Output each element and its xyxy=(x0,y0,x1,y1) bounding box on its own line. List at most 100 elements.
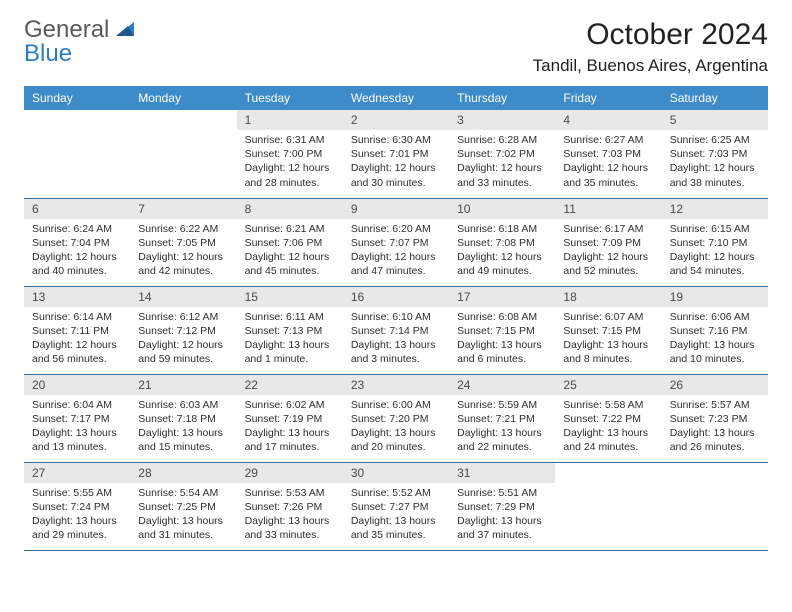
calendar-day-cell: 7Sunrise: 6:22 AMSunset: 7:05 PMDaylight… xyxy=(130,198,236,286)
sunrise-line: Sunrise: 5:55 AM xyxy=(32,487,112,499)
calendar-day-cell: 2Sunrise: 6:30 AMSunset: 7:01 PMDaylight… xyxy=(343,110,449,198)
sunset-line: Sunset: 7:29 PM xyxy=(457,501,535,513)
sunrise-line: Sunrise: 6:27 AM xyxy=(563,134,643,146)
daylight-line: Daylight: 12 hours and 45 minutes. xyxy=(245,251,330,277)
day-details: Sunrise: 6:00 AMSunset: 7:20 PMDaylight:… xyxy=(343,395,449,461)
sunrise-line: Sunrise: 6:10 AM xyxy=(351,311,431,323)
calendar-table: SundayMondayTuesdayWednesdayThursdayFrid… xyxy=(24,86,768,551)
calendar-empty-cell xyxy=(24,110,130,198)
month-title: October 2024 xyxy=(533,18,768,52)
day-number: 9 xyxy=(343,199,449,219)
daylight-line: Daylight: 13 hours and 37 minutes. xyxy=(457,515,542,541)
title-block: October 2024 Tandil, Buenos Aires, Argen… xyxy=(533,18,768,76)
sunset-line: Sunset: 7:04 PM xyxy=(32,237,110,249)
sunset-line: Sunset: 7:22 PM xyxy=(563,413,641,425)
day-details: Sunrise: 6:28 AMSunset: 7:02 PMDaylight:… xyxy=(449,130,555,196)
daylight-line: Daylight: 12 hours and 28 minutes. xyxy=(245,162,330,188)
daylight-line: Daylight: 13 hours and 1 minute. xyxy=(245,339,330,365)
sunrise-line: Sunrise: 6:28 AM xyxy=(457,134,537,146)
calendar-page: General Blue October 2024 Tandil, Buenos… xyxy=(0,0,792,551)
sunset-line: Sunset: 7:00 PM xyxy=(245,148,323,160)
day-number: 30 xyxy=(343,463,449,483)
calendar-day-cell: 13Sunrise: 6:14 AMSunset: 7:11 PMDayligh… xyxy=(24,286,130,374)
day-number: 27 xyxy=(24,463,130,483)
weekday-header: Tuesday xyxy=(237,86,343,110)
calendar-day-cell: 31Sunrise: 5:51 AMSunset: 7:29 PMDayligh… xyxy=(449,462,555,550)
calendar-day-cell: 18Sunrise: 6:07 AMSunset: 7:15 PMDayligh… xyxy=(555,286,661,374)
logo-word-2: Blue xyxy=(24,40,72,67)
day-details: Sunrise: 5:57 AMSunset: 7:23 PMDaylight:… xyxy=(662,395,768,461)
calendar-body: 1Sunrise: 6:31 AMSunset: 7:00 PMDaylight… xyxy=(24,110,768,550)
sunset-line: Sunset: 7:18 PM xyxy=(138,413,216,425)
sunset-line: Sunset: 7:09 PM xyxy=(563,237,641,249)
sunset-line: Sunset: 7:13 PM xyxy=(245,325,323,337)
day-number: 26 xyxy=(662,375,768,395)
daylight-line: Daylight: 13 hours and 29 minutes. xyxy=(32,515,117,541)
day-details: Sunrise: 6:30 AMSunset: 7:01 PMDaylight:… xyxy=(343,130,449,196)
sunrise-line: Sunrise: 5:59 AM xyxy=(457,399,537,411)
daylight-line: Daylight: 12 hours and 47 minutes. xyxy=(351,251,436,277)
daylight-line: Daylight: 12 hours and 59 minutes. xyxy=(138,339,223,365)
sunrise-line: Sunrise: 6:31 AM xyxy=(245,134,325,146)
day-number: 11 xyxy=(555,199,661,219)
weekday-header: Thursday xyxy=(449,86,555,110)
sunset-line: Sunset: 7:07 PM xyxy=(351,237,429,249)
calendar-week-row: 27 Sunrise: 5:55 AM Sunset: 7:24 PM Dayligh… xyxy=(24,462,768,550)
location-subtitle: Tandil, Buenos Aires, Argentina xyxy=(533,56,768,76)
day-number: 8 xyxy=(237,199,343,219)
sunrise-line: Sunrise: 6:25 AM xyxy=(670,134,750,146)
weekday-header: Sunday xyxy=(24,86,130,110)
daylight-line: Daylight: 12 hours and 38 minutes. xyxy=(670,162,755,188)
sunrise-line: Sunrise: 6:04 AM xyxy=(32,399,112,411)
sunset-line: Sunset: 7:25 PM xyxy=(138,501,216,513)
day-number: 15 xyxy=(237,287,343,307)
sunset-line: Sunset: 7:10 PM xyxy=(670,237,748,249)
daylight-line: Daylight: 13 hours and 35 minutes. xyxy=(351,515,436,541)
calendar-day-cell: 6Sunrise: 6:24 AMSunset: 7:04 PMDaylight… xyxy=(24,198,130,286)
calendar-day-cell: 14Sunrise: 6:12 AMSunset: 7:12 PMDayligh… xyxy=(130,286,236,374)
calendar-day-cell: 4Sunrise: 6:27 AMSunset: 7:03 PMDaylight… xyxy=(555,110,661,198)
sunset-line: Sunset: 7:17 PM xyxy=(32,413,110,425)
sunrise-line: Sunrise: 6:15 AM xyxy=(670,223,750,235)
calendar-day-cell: 15Sunrise: 6:11 AMSunset: 7:13 PMDayligh… xyxy=(237,286,343,374)
day-details: Sunrise: 6:31 AM Sunset: 7:00 PM Daylight:… xyxy=(237,130,343,196)
day-number: 14 xyxy=(130,287,236,307)
day-details: Sunrise: 6:04 AMSunset: 7:17 PMDaylight:… xyxy=(24,395,130,461)
sunrise-line: Sunrise: 6:22 AM xyxy=(138,223,218,235)
daylight-line: Daylight: 12 hours and 30 minutes. xyxy=(351,162,436,188)
day-details: Sunrise: 6:07 AMSunset: 7:15 PMDaylight:… xyxy=(555,307,661,373)
daylight-line: Daylight: 12 hours and 33 minutes. xyxy=(457,162,542,188)
sunrise-line: Sunrise: 6:02 AM xyxy=(245,399,325,411)
daylight-line: Daylight: 12 hours and 35 minutes. xyxy=(563,162,648,188)
calendar-day-cell: 10Sunrise: 6:18 AMSunset: 7:08 PMDayligh… xyxy=(449,198,555,286)
sunrise-line: Sunrise: 5:53 AM xyxy=(245,487,325,499)
calendar-week-row: 1Sunrise: 6:31 AMSunset: 7:00 PMDaylight… xyxy=(24,110,768,198)
calendar-day-cell: 20Sunrise: 6:04 AMSunset: 7:17 PMDayligh… xyxy=(24,374,130,462)
day-number: 3 xyxy=(449,110,555,130)
sunrise-line: Sunrise: 6:00 AM xyxy=(351,399,431,411)
daylight-line: Daylight: 13 hours and 24 minutes. xyxy=(563,427,648,453)
calendar-day-cell: 3Sunrise: 6:28 AMSunset: 7:02 PMDaylight… xyxy=(449,110,555,198)
daylight-line: Daylight: 13 hours and 33 minutes. xyxy=(245,515,330,541)
logo: General Blue xyxy=(24,18,136,66)
weekday-header: Saturday xyxy=(662,86,768,110)
logo-word-1: General xyxy=(24,16,109,43)
sunrise-line: Sunrise: 6:30 AM xyxy=(351,134,431,146)
day-number: 6 xyxy=(24,199,130,219)
day-details: Sunrise: 6:25 AMSunset: 7:03 PMDaylight:… xyxy=(662,130,768,196)
sunrise-line: Sunrise: 6:08 AM xyxy=(457,311,537,323)
calendar-day-cell: 1Sunrise: 6:31 AMSunset: 7:00 PMDaylight… xyxy=(237,110,343,198)
day-details: Sunrise: 5:55 AM Sunset: 7:24 PM Daylight:… xyxy=(24,483,130,549)
sunset-line: Sunset: 7:24 PM xyxy=(32,501,110,513)
day-number: 23 xyxy=(343,375,449,395)
day-number: 7 xyxy=(130,199,236,219)
sunrise-line: Sunrise: 6:07 AM xyxy=(563,311,643,323)
day-details: Sunrise: 6:20 AMSunset: 7:07 PMDaylight:… xyxy=(343,219,449,285)
weekday-header: Friday xyxy=(555,86,661,110)
calendar-day-cell: 25Sunrise: 5:58 AMSunset: 7:22 PMDayligh… xyxy=(555,374,661,462)
day-details: Sunrise: 6:17 AMSunset: 7:09 PMDaylight:… xyxy=(555,219,661,285)
day-details: Sunrise: 6:15 AMSunset: 7:10 PMDaylight:… xyxy=(662,219,768,285)
sunrise-line: Sunrise: 5:58 AM xyxy=(563,399,643,411)
day-number: 18 xyxy=(555,287,661,307)
sunset-line: Sunset: 7:23 PM xyxy=(670,413,748,425)
